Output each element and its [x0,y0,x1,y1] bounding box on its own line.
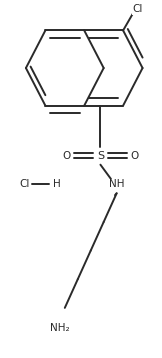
Text: O: O [130,151,139,161]
Text: Cl: Cl [133,4,143,14]
Text: NH₂: NH₂ [50,323,70,333]
Text: O: O [62,151,70,161]
Text: NH: NH [109,179,124,189]
Text: Cl: Cl [19,179,29,189]
Text: H: H [53,179,61,189]
Text: S: S [97,151,104,161]
